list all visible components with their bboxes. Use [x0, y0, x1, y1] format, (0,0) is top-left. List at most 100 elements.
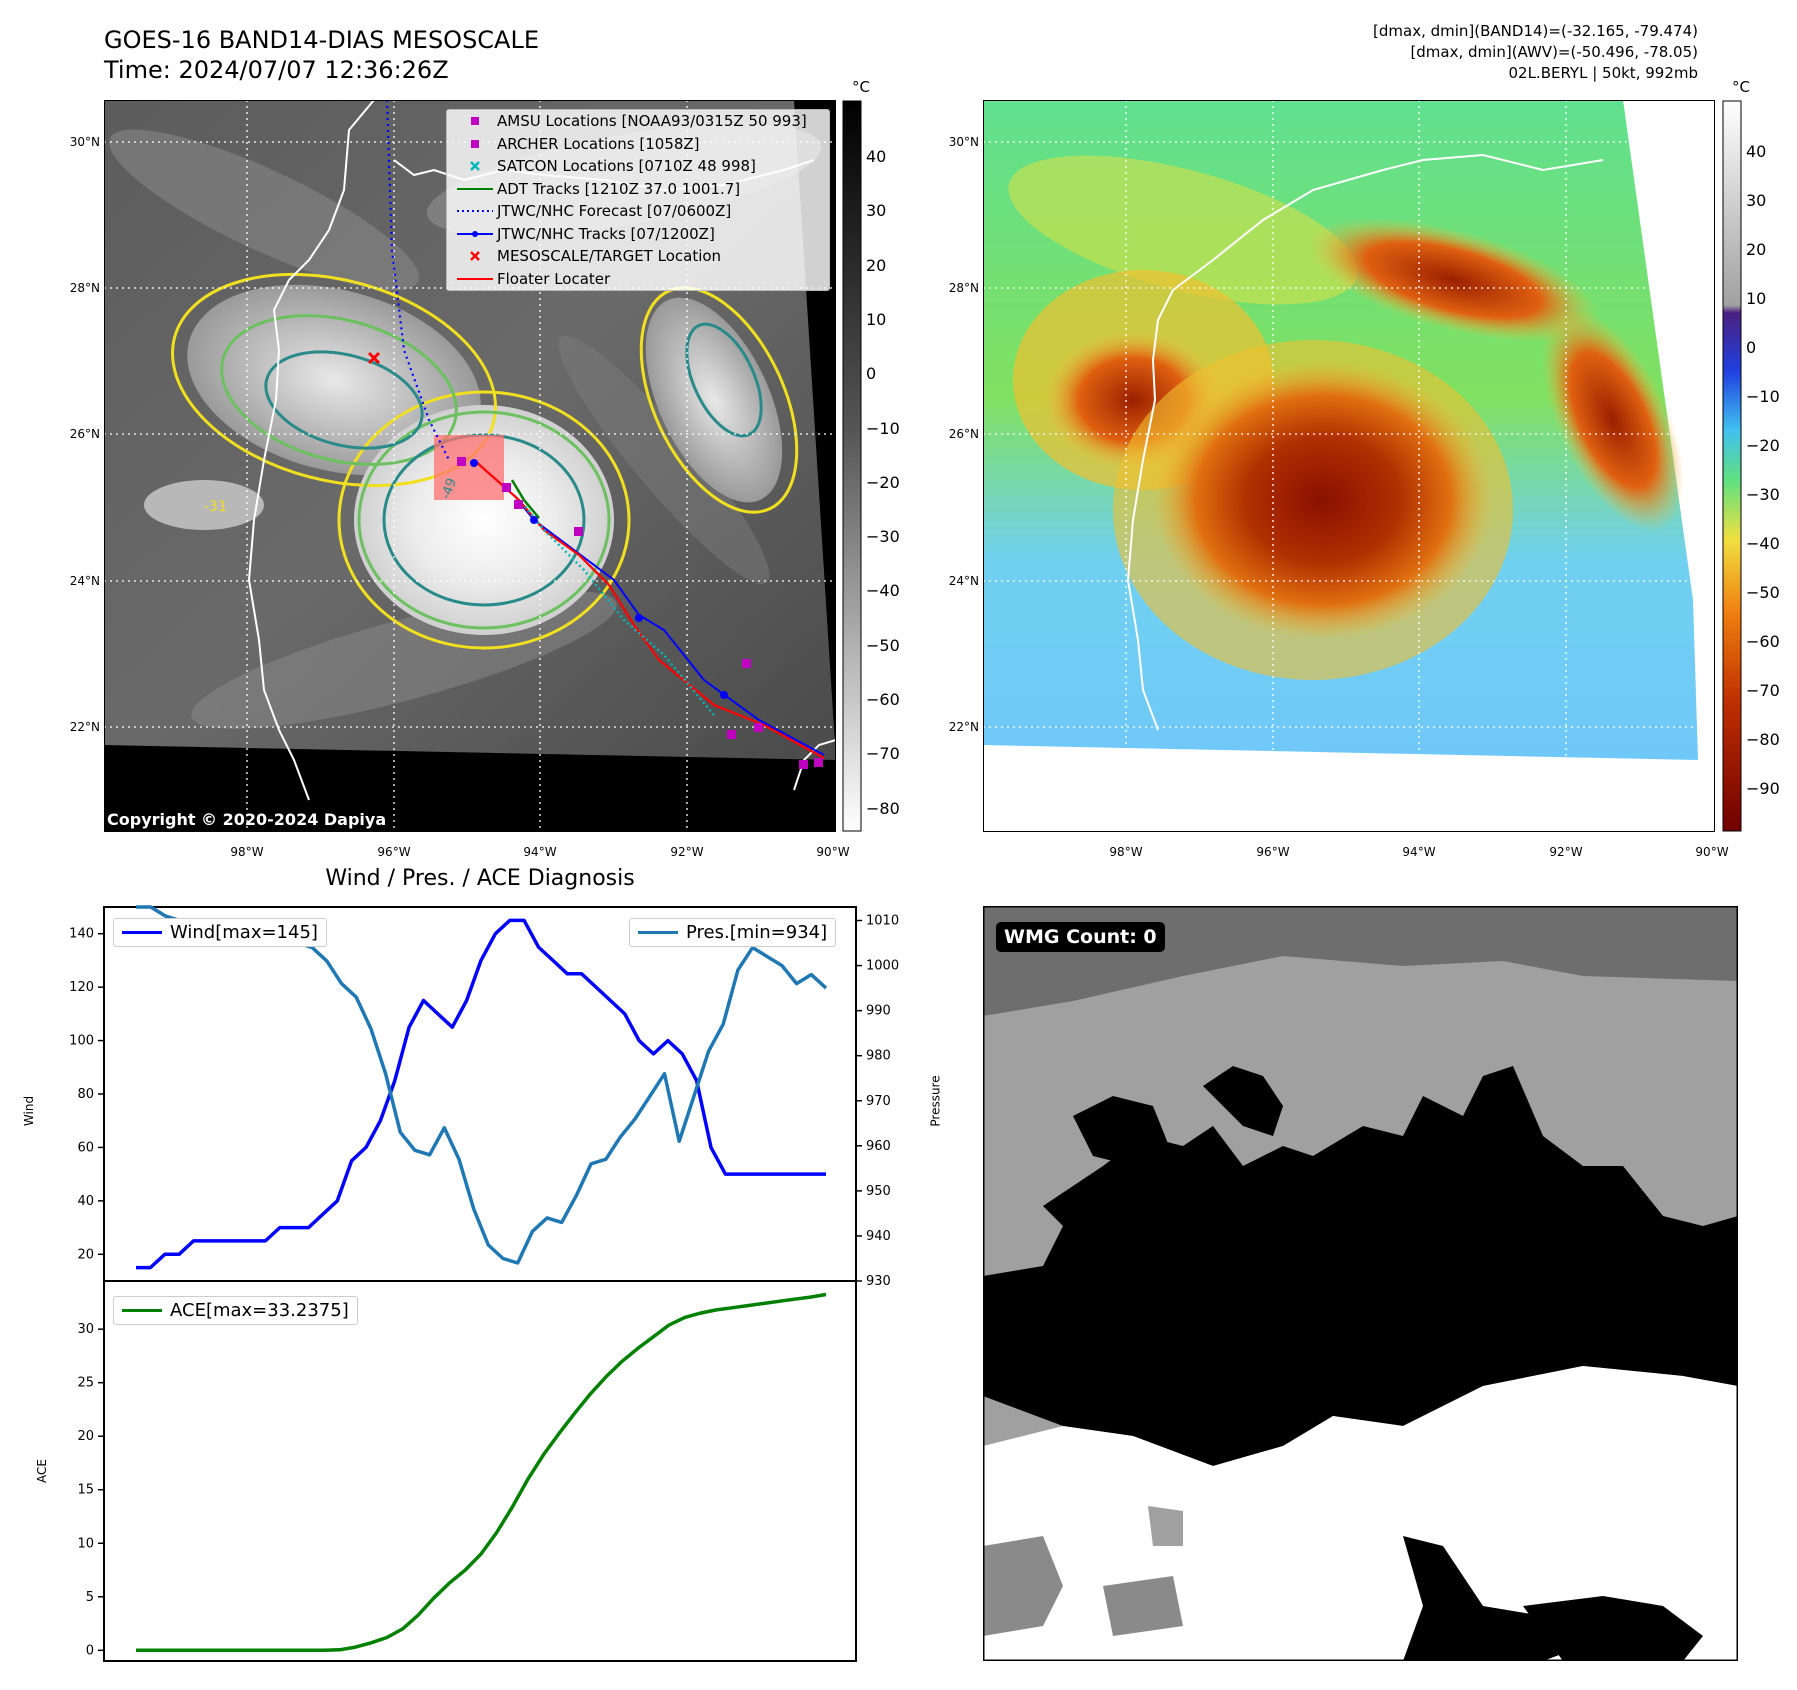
wind-tick-label: 120 [69, 980, 94, 995]
colorbar-tick-label: 0 [1746, 338, 1757, 357]
diagnosis-chart: 2040608010012014093094095096097098099010… [69, 905, 899, 1662]
lat-tick-label: 26°N [69, 427, 100, 441]
legend-entry: SATCON Locations [0710Z 48 998] [447, 155, 829, 178]
legend-entry-label: JTWC/NHC Tracks [07/1200Z] [497, 224, 715, 243]
colorbar-tick-label: −70 [1746, 681, 1780, 700]
colorbar-tick-label: 40 [866, 147, 887, 166]
wv-colorbar-unit: °C [1732, 78, 1750, 96]
legend-marker [453, 138, 497, 150]
pressure-tick-label: 950 [866, 1184, 891, 1199]
wind-legend-swatch [122, 931, 162, 934]
contour-label-49: -49 [439, 476, 460, 501]
colorbar-tick-label: −30 [1746, 485, 1780, 504]
legend-entry: AMSU Locations [NOAA93/0315Z 50 993] [447, 110, 829, 133]
colorbar-tick-label: −20 [866, 472, 900, 492]
wind-tick-label: 80 [77, 1087, 94, 1102]
legend-entry: JTWC/NHC Tracks [07/1200Z] [447, 223, 829, 246]
lon-tick-label: 98°W [1109, 845, 1143, 859]
legend-entry-label: Floater Locater [497, 269, 611, 288]
legend-entry-label: ADT Tracks [1210Z 37.0 1001.7] [497, 179, 741, 198]
legend-entry: MESOSCALE/TARGET Location [447, 245, 829, 268]
colorbar-tick-label: −10 [866, 418, 900, 438]
lat-tick-label: 24°N [948, 574, 979, 588]
colorbar-tick-label: 10 [866, 309, 887, 329]
ace-legend: ACE[max=33.2375] [113, 1296, 358, 1325]
pressure-tick-label: 1000 [866, 959, 899, 974]
ir-legend: AMSU Locations [NOAA93/0315Z 50 993] ARCH… [446, 109, 830, 291]
pressure-tick-label: 1010 [866, 914, 899, 929]
wind-tick-label: 40 [77, 1194, 94, 1209]
lon-tick-label: 90°W [1695, 845, 1729, 859]
pressure-tick-label: 930 [866, 1274, 891, 1289]
copyright-text: Copyright © 2020-2024 Dapiya [107, 810, 387, 829]
lon-tick-label: 90°W [816, 845, 850, 859]
pressure-tick-label: 980 [866, 1049, 891, 1064]
lon-tick-label: 98°W [230, 845, 264, 859]
colorbar-tick-label: 40 [1746, 142, 1767, 161]
colorbar-tick-label: 30 [866, 201, 887, 221]
wv-satellite-map [983, 100, 1715, 832]
colorbar-tick-label: −40 [1746, 534, 1780, 553]
wind-series-line [136, 918, 826, 1270]
ace-frame [103, 1280, 857, 1662]
colorbar-tick-label: −80 [866, 798, 900, 818]
legend-entry-label: AMSU Locations [NOAA93/0315Z 50 993] [497, 112, 807, 131]
lat-tick-label: 30°N [948, 135, 979, 149]
colorbar-tick-label: −50 [866, 635, 900, 655]
pressure-legend-swatch [638, 931, 678, 934]
awv-range: [dmax, dmin](AWV)=(-50.496, -78.05) [1410, 43, 1698, 61]
ace-tick-label: 20 [77, 1429, 94, 1444]
colorbar-tick-label: −70 [866, 744, 900, 764]
pressure-tick-label: 970 [866, 1094, 891, 1109]
lon-tick-label: 96°W [1256, 845, 1290, 859]
ace-tick-label: 25 [77, 1376, 94, 1391]
ace-tick-label: 0 [86, 1643, 94, 1658]
legend-marker [453, 208, 497, 214]
ace-tick-label: 30 [77, 1322, 94, 1337]
colorbar-tick-label: −80 [1746, 730, 1780, 749]
wind-legend-label: Wind[max=145] [170, 922, 318, 943]
wind-legend: Wind[max=145] [113, 918, 327, 947]
colorbar-tick-label: −90 [1746, 779, 1780, 798]
colorbar-tick-label: 20 [866, 255, 887, 275]
wind-tick-label: 60 [77, 1140, 94, 1155]
storm-info: 02L.BERYL | 50kt, 992mb [1508, 64, 1698, 82]
legend-marker [453, 160, 497, 172]
legend-entry: Floater Locater [447, 268, 829, 291]
ir-colorbar [842, 100, 862, 832]
legend-marker [453, 230, 497, 238]
legend-entry-label: ARCHER Locations [1058Z] [497, 134, 700, 153]
pressure-tick-label: 940 [866, 1229, 891, 1244]
ace-tick-label: 15 [77, 1483, 94, 1498]
wind-tick-label: 20 [77, 1247, 94, 1262]
lon-tick-label: 92°W [670, 845, 704, 859]
wmg-panel [983, 906, 1738, 1661]
colorbar-tick-label: −30 [866, 527, 900, 547]
legend-entry: ADT Tracks [1210Z 37.0 1001.7] [447, 178, 829, 201]
ir-colorbar-unit: °C [852, 78, 870, 96]
legend-marker [453, 276, 497, 282]
wmg-count-badge: WMG Count: 0 [996, 922, 1165, 952]
legend-entry-label: JTWC/NHC Forecast [07/0600Z] [497, 202, 732, 221]
ace-legend-label: ACE[max=33.2375] [170, 1300, 349, 1321]
contour-label-31: -31 [204, 499, 227, 515]
colorbar-tick-label: −60 [866, 690, 900, 709]
band14-range: [dmax, dmin](BAND14)=(-32.165, -79.474) [1373, 22, 1698, 40]
wind-axis-label: Wind [22, 1095, 37, 1127]
lat-tick-label: 24°N [69, 574, 100, 588]
ace-tick-label: 10 [77, 1536, 94, 1551]
lat-tick-label: 28°N [948, 281, 979, 295]
lat-tick-label: 30°N [69, 135, 100, 149]
ace-series-line [136, 1292, 827, 1653]
lon-tick-label: 94°W [1402, 845, 1436, 859]
wv-colorbar [1722, 100, 1742, 832]
lat-tick-label: 26°N [948, 427, 979, 441]
legend-entry: JTWC/NHC Forecast [07/0600Z] [447, 200, 829, 223]
lat-tick-label: 22°N [69, 720, 100, 734]
colorbar-tick-label: 20 [1746, 240, 1767, 259]
pressure-tick-label: 990 [866, 1004, 891, 1019]
colorbar-tick-label: 10 [1746, 289, 1767, 308]
diagnosis-title: Wind / Pres. / ACE Diagnosis [325, 866, 635, 891]
lon-tick-label: 92°W [1549, 845, 1583, 859]
legend-marker [453, 250, 497, 262]
